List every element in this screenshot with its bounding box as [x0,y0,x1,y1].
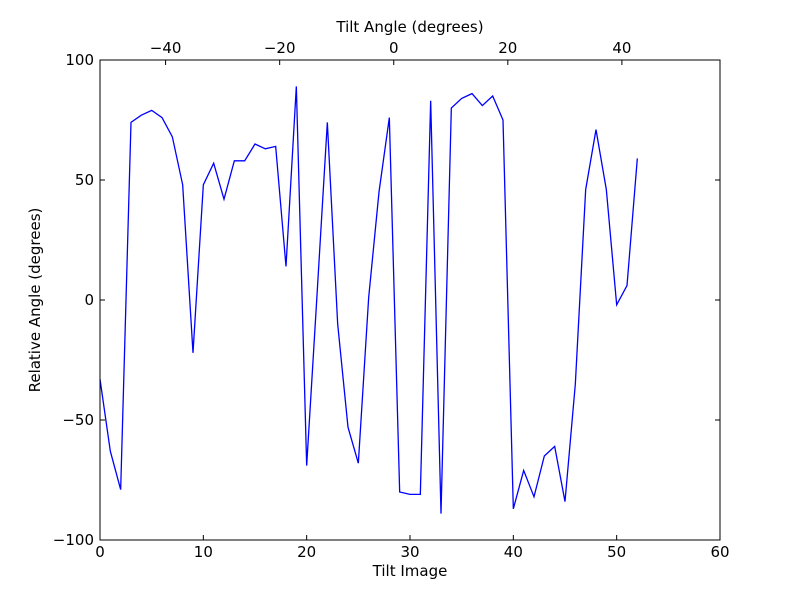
secondary-x-tick-label: −20 [264,39,296,57]
x-tick-label: 20 [297,543,316,561]
x-tick-label: 0 [95,543,105,561]
secondary-x-tick-label: 40 [612,39,631,57]
secondary-x-tick-label: −40 [150,39,182,57]
y-tick-label: −100 [53,531,94,549]
y-axis-label: Relative Angle (degrees) [26,208,44,393]
y-tick-label: −50 [62,411,94,429]
secondary-x-axis-label: Tilt Angle (degrees) [335,18,483,36]
x-axis-label: Tilt Image [372,562,448,580]
x-tick-label: 60 [710,543,729,561]
x-tick-label: 30 [400,543,419,561]
series-line-0 [99,86,638,514]
x-tick-label: 50 [607,543,626,561]
plot-area: 0 10 20 30 40 50 60 −40 −20 0 20 40 −100 −50 0 50 100 [53,39,730,561]
x-tick-label: 40 [504,543,523,561]
secondary-x-tick-label: 20 [498,39,517,57]
secondary-x-tick-label: 0 [389,39,399,57]
y-tick-label: 50 [75,171,94,189]
y-tick-label: 100 [65,51,94,69]
y-tick-label: 0 [84,291,94,309]
x-tick-label: 10 [194,543,213,561]
